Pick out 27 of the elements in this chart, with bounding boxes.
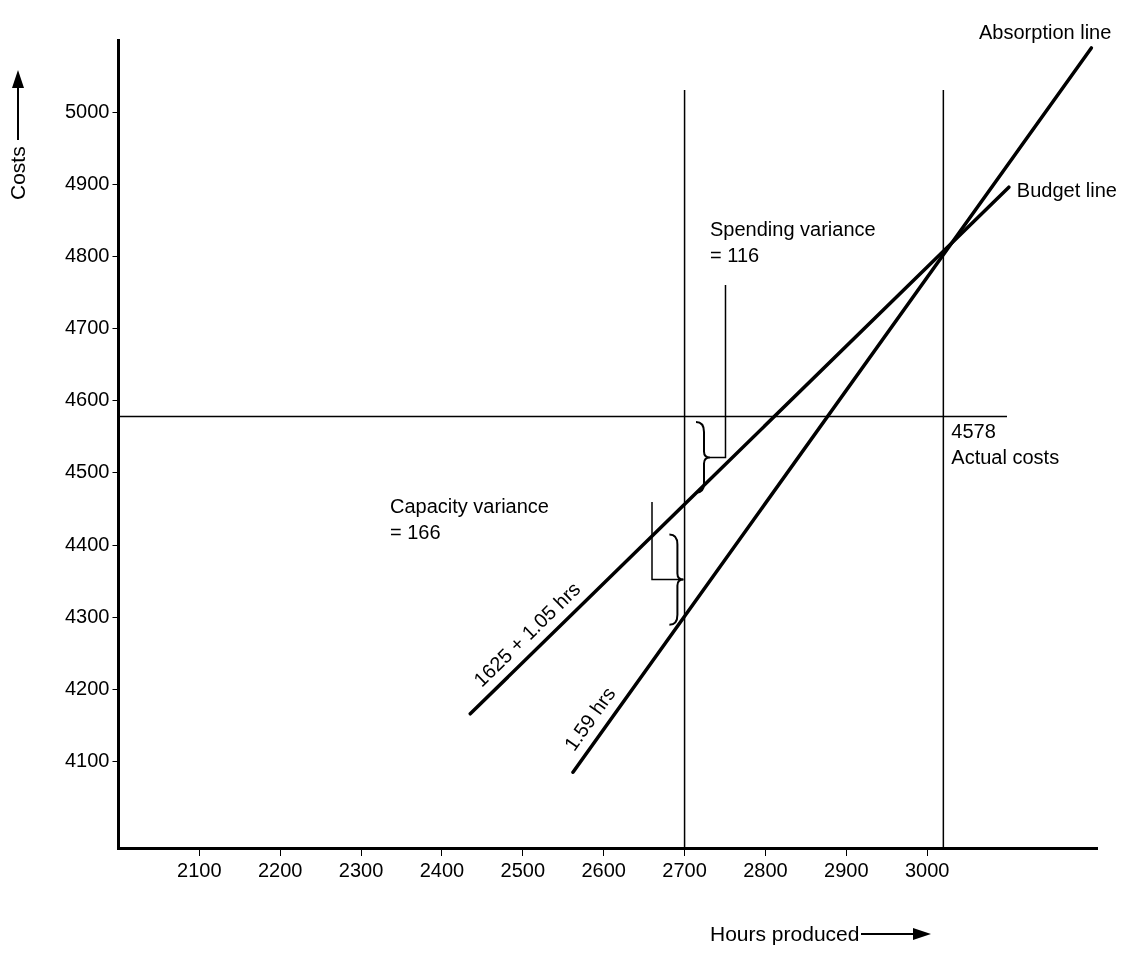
x-tick-label: 3000 — [904, 858, 950, 881]
y-tick-label: 4500 — [64, 460, 110, 483]
x-tick-label: 2100 — [177, 858, 222, 881]
y-tick-label: 4600 — [64, 388, 110, 411]
ref-line-label: 4578 Actual costs — [951, 420, 1060, 469]
y-tick-label: 5000 — [64, 99, 110, 122]
x-tick-label: 2500 — [500, 858, 546, 881]
y-tick-label: 4400 — [64, 532, 110, 555]
y-tick-label: 4200 — [64, 676, 110, 699]
x-tick-label: 2900 — [824, 858, 869, 881]
x-tick-label: 2600 — [581, 858, 626, 881]
x-tick-label: 2700 — [662, 858, 707, 881]
x-tick-label: 2300 — [338, 858, 384, 881]
annotation: Spending variance = 116 — [710, 217, 876, 266]
x-axis-title: Hours produced — [710, 922, 860, 946]
y-axis-title: Costs — [6, 146, 30, 200]
y-tick-label: 4300 — [64, 604, 110, 627]
y-tick-label: 4900 — [64, 171, 110, 194]
x-tick-label: 2200 — [257, 858, 303, 881]
series-label: Absorption line — [979, 21, 1112, 44]
x-tick-label: 2400 — [419, 858, 465, 881]
annotation: Capacity variance = 166 — [390, 494, 549, 543]
series-label: Budget line — [1016, 178, 1117, 201]
y-tick-label: 4100 — [64, 748, 110, 771]
y-tick-label: 4800 — [64, 243, 110, 266]
x-tick-label: 2800 — [743, 858, 788, 881]
y-tick-label: 4700 — [64, 316, 110, 339]
